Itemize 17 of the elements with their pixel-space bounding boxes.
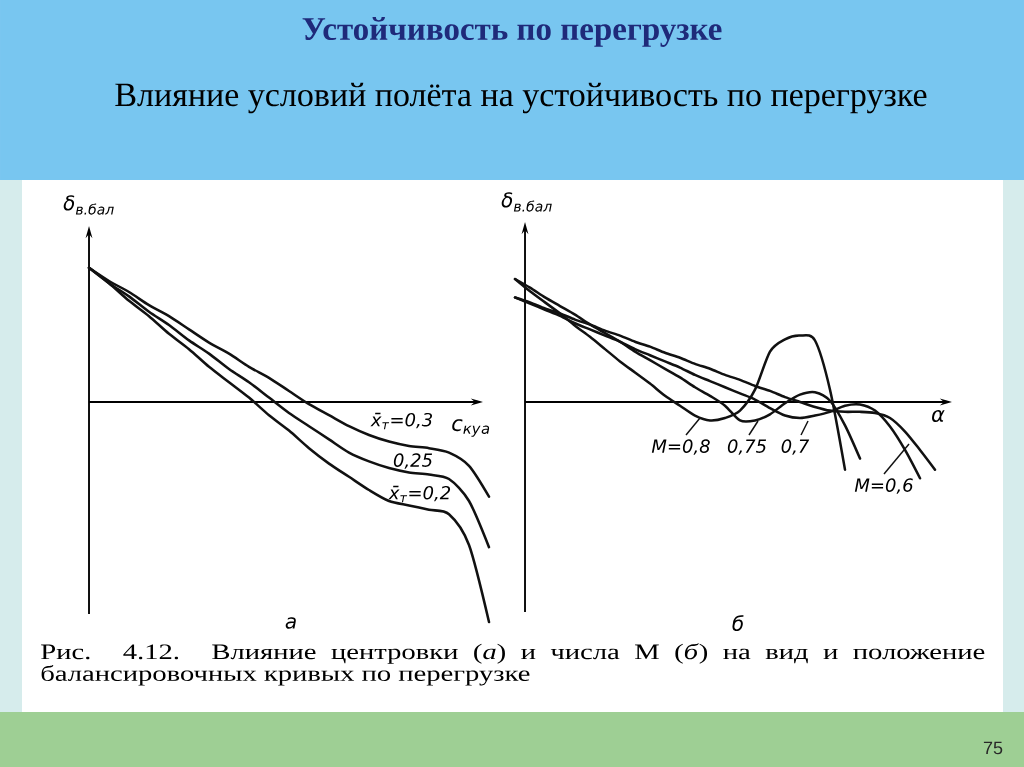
chart-subtitle: Влияние условий полёта на устойчивость по перегрузке <box>115 82 927 114</box>
legend-label: 0,75 <box>727 439 767 455</box>
x-axis-title: c$_{кya}$ <box>452 419 490 437</box>
series-label: 0,25 <box>393 453 433 469</box>
x-axis-title: α <box>932 410 945 423</box>
series-label: x̄$_{т}$=0,2 <box>388 485 451 503</box>
chart-title: Устойчивость по перегрузке <box>302 17 722 47</box>
text: б <box>732 615 744 631</box>
text: Рис. 4.12. Влияние центровки (а) и числа M (б) на вид и положение балансировочных кривых по перегрузке <box>41 643 985 686</box>
legend-label: M=0,8 <box>651 439 710 455</box>
y-axis-title: δ$_{в.бал}$ <box>501 192 552 212</box>
y-axis-title: δ$_{в.бал}$ <box>63 195 114 215</box>
legend-label: 0,7 <box>781 439 810 455</box>
legend-label: M=0,6 <box>854 478 913 494</box>
annotation: а <box>285 617 296 629</box>
text: 75 <box>983 741 1003 755</box>
series-label: x̄$_{т}$=0,3 <box>370 412 433 430</box>
